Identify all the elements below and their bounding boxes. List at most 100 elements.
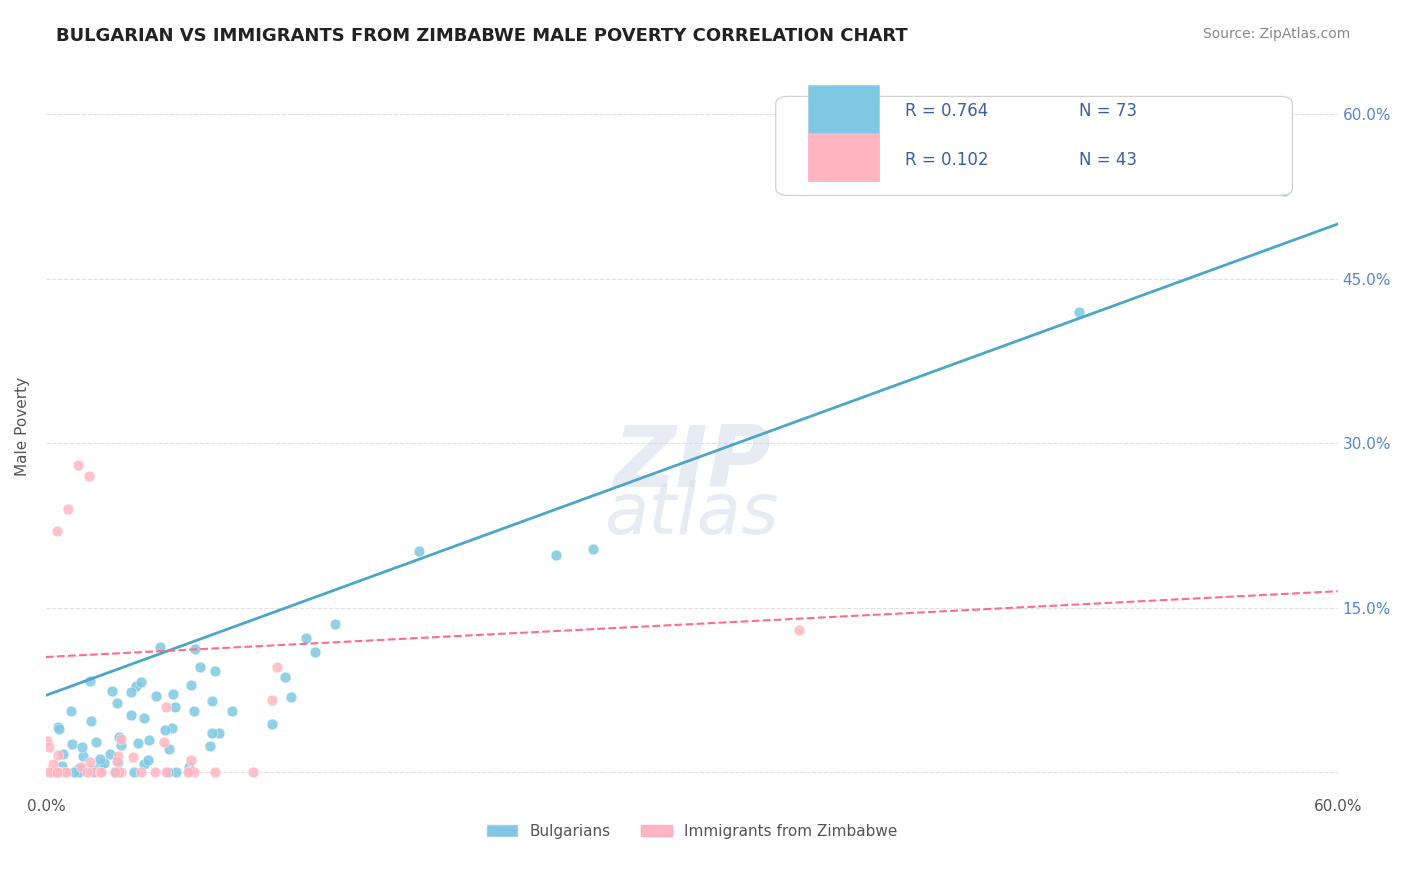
Point: [105, 696, 128, 710]
Point: [120, 707, 142, 722]
Point: [132, 711, 155, 725]
Point: [127, 736, 149, 750]
Point: [86, 734, 108, 748]
Point: [104, 765, 127, 780]
Point: [51, 758, 73, 772]
Point: [46, 765, 69, 780]
Point: [177, 759, 200, 773]
Text: N = 43: N = 43: [1080, 152, 1137, 169]
Point: [69, 765, 91, 780]
Point: [42, 757, 65, 772]
Text: ZIP: ZIP: [613, 422, 770, 505]
Point: [266, 660, 288, 674]
Point: [105, 754, 128, 768]
Point: [107, 765, 129, 780]
Point: [183, 704, 205, 718]
Point: [55, 764, 77, 779]
Point: [89, 752, 111, 766]
Point: [70, 759, 93, 773]
Point: [280, 690, 302, 704]
Point: [145, 689, 167, 703]
Point: [201, 694, 224, 708]
Point: [204, 765, 226, 780]
Point: [155, 723, 177, 738]
Text: BULGARIAN VS IMMIGRANTS FROM ZIMBABWE MALE POVERTY CORRELATION CHART: BULGARIAN VS IMMIGRANTS FROM ZIMBABWE MA…: [56, 27, 908, 45]
Point: [155, 765, 177, 780]
Point: [162, 721, 184, 735]
Point: [48, 720, 70, 734]
Point: [83, 763, 105, 777]
Point: [82, 765, 104, 780]
Point: [120, 684, 142, 698]
Point: [35, 734, 58, 748]
Point: [53, 765, 76, 780]
Point: [98, 747, 121, 761]
Y-axis label: Male Poverty: Male Poverty: [15, 377, 30, 476]
Point: [221, 704, 243, 718]
Point: [93, 756, 115, 771]
Point: [89, 759, 111, 773]
Point: [295, 631, 318, 645]
Point: [56, 502, 79, 516]
Point: [38, 765, 60, 780]
Point: [408, 544, 430, 558]
Point: [304, 645, 326, 659]
Point: [143, 765, 166, 780]
Point: [48, 765, 70, 780]
Point: [273, 670, 295, 684]
Point: [546, 548, 568, 562]
Text: atlas: atlas: [605, 481, 779, 549]
Point: [110, 732, 132, 747]
Point: [108, 731, 131, 745]
Point: [200, 726, 222, 740]
Point: [180, 678, 202, 692]
Point: [52, 747, 75, 761]
Point: [79, 673, 101, 688]
Point: [108, 765, 131, 780]
Point: [42, 765, 65, 780]
Point: [129, 765, 152, 780]
Point: [67, 760, 90, 774]
Point: [46, 747, 69, 762]
Point: [188, 660, 211, 674]
Point: [70, 739, 93, 754]
Point: [208, 725, 231, 739]
Point: [107, 765, 129, 780]
Point: [157, 741, 180, 756]
Point: [152, 735, 174, 749]
Text: R = 0.764: R = 0.764: [905, 102, 988, 120]
Point: [83, 765, 105, 780]
Point: [184, 641, 207, 656]
Point: [107, 748, 129, 763]
Bar: [808, 133, 879, 181]
Point: [42, 765, 65, 780]
Point: [100, 683, 122, 698]
Text: R = 0.102: R = 0.102: [905, 152, 988, 169]
Point: [163, 699, 186, 714]
Point: [165, 764, 187, 779]
Point: [72, 748, 94, 763]
Point: [79, 755, 101, 769]
Point: [204, 664, 226, 678]
Point: [107, 755, 129, 769]
Point: [48, 723, 70, 737]
Point: [180, 753, 202, 767]
Point: [155, 699, 177, 714]
Point: [156, 765, 179, 780]
Text: Source: ZipAtlas.com: Source: ZipAtlas.com: [1202, 27, 1350, 41]
Point: [1272, 184, 1295, 198]
Point: [42, 765, 65, 780]
Point: [80, 714, 103, 729]
FancyBboxPatch shape: [776, 96, 1292, 195]
Point: [789, 623, 811, 637]
Point: [198, 739, 221, 754]
Point: [138, 733, 160, 747]
Point: [582, 542, 605, 557]
Point: [84, 765, 107, 780]
Point: [122, 749, 145, 764]
Point: [149, 640, 172, 654]
Point: [179, 764, 201, 779]
Point: [89, 765, 111, 780]
Point: [177, 765, 200, 780]
Point: [60, 737, 83, 751]
